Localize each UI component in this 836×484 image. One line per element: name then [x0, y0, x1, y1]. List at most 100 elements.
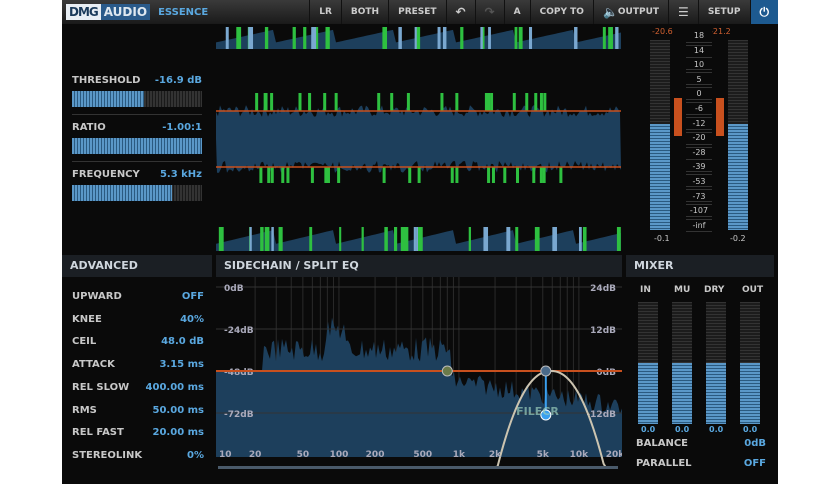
gate-marker [417, 167, 421, 183]
param-value[interactable]: 40% [180, 313, 204, 325]
layout-button[interactable]: ☰ [668, 0, 698, 24]
param-value[interactable]: 48.0 dB [161, 336, 204, 348]
eq-display[interactable]: 0dB 24dB -24dB 12dB -48dB 0dB -72dB -12dB FILECR… [216, 277, 622, 480]
gate-marker [437, 27, 441, 49]
gate-marker [361, 227, 364, 251]
gate-marker [281, 167, 285, 183]
mixer-meter-in[interactable] [638, 302, 658, 424]
gate-marker [267, 167, 271, 183]
advanced-stereolink[interactable]: STEREOLINK 0% [72, 450, 204, 461]
gate-marker [264, 27, 269, 49]
setup-button[interactable]: SETUP [697, 0, 750, 24]
freq-label: 10k [570, 450, 590, 460]
frequency-control[interactable]: FREQUENCY 5.3 kHz [72, 169, 202, 201]
right-peak: -21.2 [710, 27, 731, 36]
preset-button[interactable]: PRESET [388, 0, 445, 24]
meter-scale-label: 5 [686, 74, 712, 84]
gate-marker [382, 167, 386, 183]
param-label: ATTACK [72, 359, 115, 371]
threshold-slider[interactable] [72, 91, 202, 107]
param-label: CEIL [72, 336, 97, 348]
watermark: FILECR [516, 405, 559, 418]
mixer-channel-value: 0.0 [641, 425, 656, 434]
sidechain-title: SIDECHAIN / SPLIT EQ [216, 255, 622, 277]
param-value[interactable]: 400.00 ms [145, 381, 204, 393]
gate-marker [488, 27, 491, 49]
gate-marker [298, 93, 302, 111]
frequency-range-scrollbar[interactable] [218, 466, 618, 469]
ratio-value[interactable]: -1.00:1 [162, 122, 202, 133]
ratio-slider[interactable] [72, 138, 202, 154]
power-button[interactable]: ⏻ [749, 0, 778, 24]
meter-scale-label: -107 [686, 206, 712, 216]
gate-marker [249, 227, 252, 251]
eq-node-high[interactable] [540, 365, 552, 377]
advanced-rel-slow[interactable]: REL SLOW 400.00 ms [72, 382, 204, 393]
parallel-control[interactable]: PARALLEL OFF [636, 458, 766, 469]
mixer-channel-value: 0.0 [709, 425, 724, 434]
param-value[interactable]: 3.15 ms [159, 359, 204, 371]
gate-marker [292, 27, 296, 49]
mixer-meter-mu[interactable] [672, 302, 692, 424]
gate-marker [408, 167, 412, 183]
db-label-right: 24dB [590, 284, 616, 294]
advanced-attack[interactable]: ATTACK 3.15 ms [72, 359, 204, 370]
undo-button[interactable]: ↶ [445, 0, 475, 24]
a-button[interactable]: A [503, 0, 530, 24]
param-value[interactable]: 50.00 ms [152, 404, 204, 416]
parallel-value[interactable]: OFF [743, 458, 766, 469]
gate-marker [413, 227, 416, 251]
mixer-channel-label: OUT [742, 285, 764, 295]
db-label-left: 0dB [224, 284, 244, 294]
mixer-title: MIXER [626, 255, 774, 277]
meter-scale-label: -inf [686, 220, 712, 230]
advanced-rms[interactable]: RMS 50.00 ms [72, 405, 204, 416]
gate-marker [416, 227, 419, 251]
eq-node-low[interactable] [441, 365, 453, 377]
level-meters: -20.6 -21.2 18 14 10 5 0 -6 -12 -20 -28 -39 -53 -73… [622, 25, 778, 253]
lr-button[interactable]: LR [309, 0, 341, 24]
threshold-control[interactable]: THRESHOLD -16.9 dB [72, 75, 202, 107]
advanced-ceil[interactable]: CEIL 48.0 dB [72, 336, 204, 347]
param-value[interactable]: OFF [181, 291, 204, 302]
param-value[interactable]: 0% [187, 449, 204, 461]
gate-marker [539, 167, 543, 183]
gate-marker [455, 167, 459, 183]
frequency-slider[interactable] [72, 185, 202, 201]
balance-control[interactable]: BALANCE 0dB [636, 438, 766, 449]
advanced-knee[interactable]: KNEE 40% [72, 314, 204, 325]
frequency-node[interactable] [540, 409, 552, 421]
db-label-left: -48dB [224, 368, 254, 378]
left-peak: -20.6 [652, 27, 673, 36]
meter-scale-label: 18 [686, 31, 712, 40]
copy-to-button[interactable]: COPY TO [529, 0, 593, 24]
advanced-upward[interactable]: UPWARD OFF [72, 291, 204, 302]
balance-value[interactable]: 0dB [744, 438, 766, 449]
gate-marker [314, 27, 319, 49]
gate-marker [401, 227, 407, 251]
gate-marker [484, 93, 488, 111]
gate-marker [263, 93, 267, 111]
right-meter [728, 40, 748, 230]
mixer-meter-dry[interactable] [706, 302, 726, 424]
gate-marker [270, 167, 274, 183]
param-value[interactable]: 20.00 ms [152, 427, 204, 439]
meter-scale-label: -20 [686, 133, 712, 143]
advanced-rel-fast[interactable]: REL FAST 20.00 ms [72, 427, 204, 438]
button-label: SETUP [707, 7, 741, 17]
redo-button[interactable]: ↷ [474, 0, 504, 24]
gate-marker [515, 167, 519, 183]
output-button[interactable]: 🔈 OUTPUT [592, 0, 668, 24]
gate-marker [491, 167, 495, 183]
redo-icon: ↷ [484, 5, 495, 19]
freq-label: 5k [537, 450, 550, 460]
gate-marker [334, 93, 338, 111]
ratio-control[interactable]: RATIO -1.00:1 [72, 122, 202, 154]
button-label: OUTPUT [617, 7, 660, 17]
threshold-value[interactable]: -16.9 dB [154, 75, 202, 86]
gate-marker [602, 27, 606, 49]
both-button[interactable]: BOTH [340, 0, 388, 24]
mixer-meter-out[interactable] [740, 302, 760, 424]
param-label: REL FAST [72, 427, 124, 439]
frequency-value[interactable]: 5.3 kHz [159, 169, 202, 180]
